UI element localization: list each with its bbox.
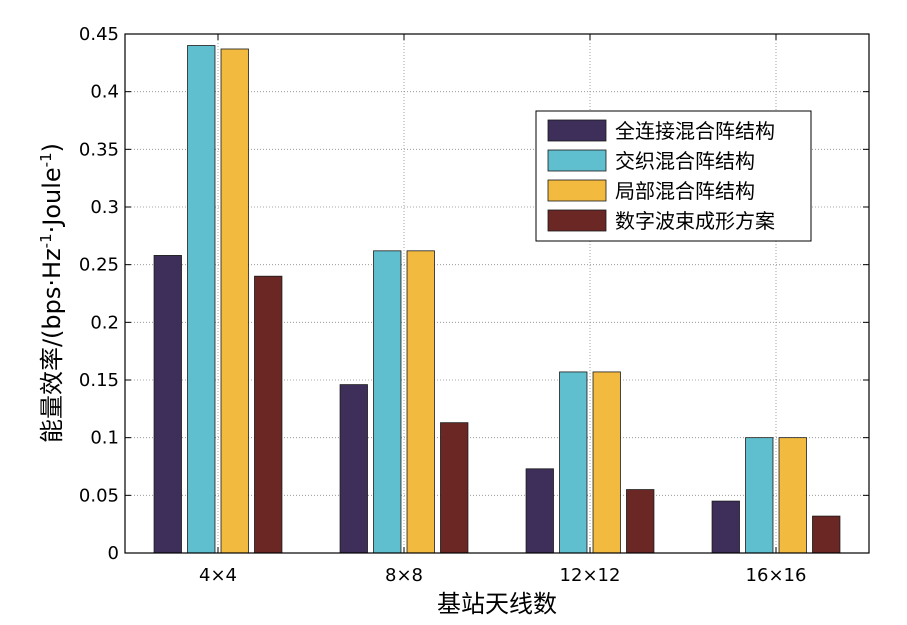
- y-tick-label: 0.2: [90, 312, 119, 333]
- y-axis-title-sup-2: -1: [37, 152, 55, 167]
- y-axis-title-main: 能量效率/(bps·Hz: [38, 248, 66, 443]
- y-tick-label: 0.35: [79, 139, 119, 160]
- bar: [406, 250, 435, 554]
- bars: [153, 45, 841, 554]
- y-tick-label: 0.15: [79, 370, 119, 391]
- bar: [373, 250, 402, 554]
- x-tick-label: 16×16: [746, 565, 807, 586]
- x-tick-label: 8×8: [385, 565, 423, 586]
- x-axis-title: 基站天线数: [437, 590, 557, 618]
- legend-label: 交织混合阵结构: [615, 149, 755, 173]
- legend-label: 数字波束成形方案: [615, 209, 775, 233]
- ticks: 0 0.05 0.1 0.15 0.2 0.25 0.3 0.35 0.4 0.45 4×4 8×8 1…: [79, 24, 869, 586]
- y-axis-title: 能量效率/(bps·Hz-1·Joule-1): [37, 143, 66, 443]
- y-axis-title-sup-1: -1: [37, 233, 55, 248]
- x-tick-label: 12×12: [560, 565, 621, 586]
- bar: [254, 275, 283, 554]
- y-tick-label: 0.45: [79, 24, 119, 45]
- y-tick-label: 0.4: [90, 82, 119, 103]
- bar: [220, 48, 249, 554]
- bar: [153, 255, 182, 554]
- y-axis-title-end: ): [38, 143, 66, 152]
- legend-swatch: [547, 179, 607, 202]
- bar: [187, 45, 216, 554]
- y-tick-label: 0.25: [79, 255, 119, 276]
- legend-swatch: [547, 149, 607, 172]
- y-tick-label: 0.3: [90, 197, 119, 218]
- bar: [778, 437, 807, 554]
- bar: [711, 500, 740, 554]
- grid: [125, 34, 869, 553]
- bar: [592, 371, 621, 554]
- y-tick-label: 0.05: [79, 485, 119, 506]
- legend-swatch: [547, 119, 607, 142]
- x-tick-label: 4×4: [199, 565, 237, 586]
- bar: [339, 384, 368, 554]
- legend-label: 全连接混合阵结构: [615, 119, 775, 143]
- bar: [559, 371, 588, 554]
- y-tick-label: 0.1: [90, 428, 119, 449]
- bar: [812, 515, 841, 554]
- y-axis-title-mid: ·Joule: [38, 167, 66, 233]
- bar: [440, 422, 469, 554]
- legend-label: 局部混合阵结构: [615, 179, 755, 203]
- plot-frame: [124, 33, 870, 554]
- y-tick-label: 0: [108, 543, 119, 564]
- bar: [745, 437, 774, 554]
- legend-swatch: [547, 209, 607, 232]
- bar: [525, 468, 554, 554]
- bar: [626, 489, 655, 554]
